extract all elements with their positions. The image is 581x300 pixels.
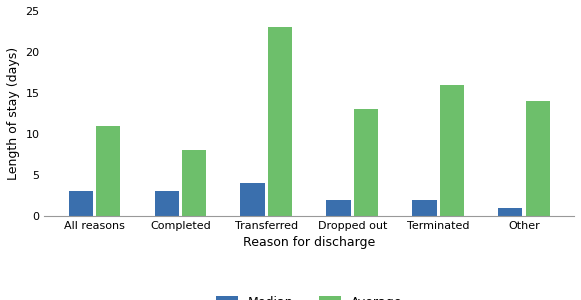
Bar — [327, 200, 350, 216]
Bar — [526, 101, 550, 216]
Bar — [354, 110, 378, 216]
Bar — [268, 27, 292, 216]
Bar — [440, 85, 464, 216]
Legend: Median, Average: Median, Average — [216, 296, 403, 300]
X-axis label: Reason for discharge: Reason for discharge — [243, 236, 375, 249]
Bar — [155, 191, 178, 216]
Bar — [241, 183, 264, 216]
Bar — [182, 150, 206, 216]
Y-axis label: Length of stay (days): Length of stay (days) — [7, 47, 20, 180]
Bar — [96, 126, 120, 216]
Bar — [498, 208, 522, 216]
Bar — [69, 191, 92, 216]
Bar — [413, 200, 436, 216]
